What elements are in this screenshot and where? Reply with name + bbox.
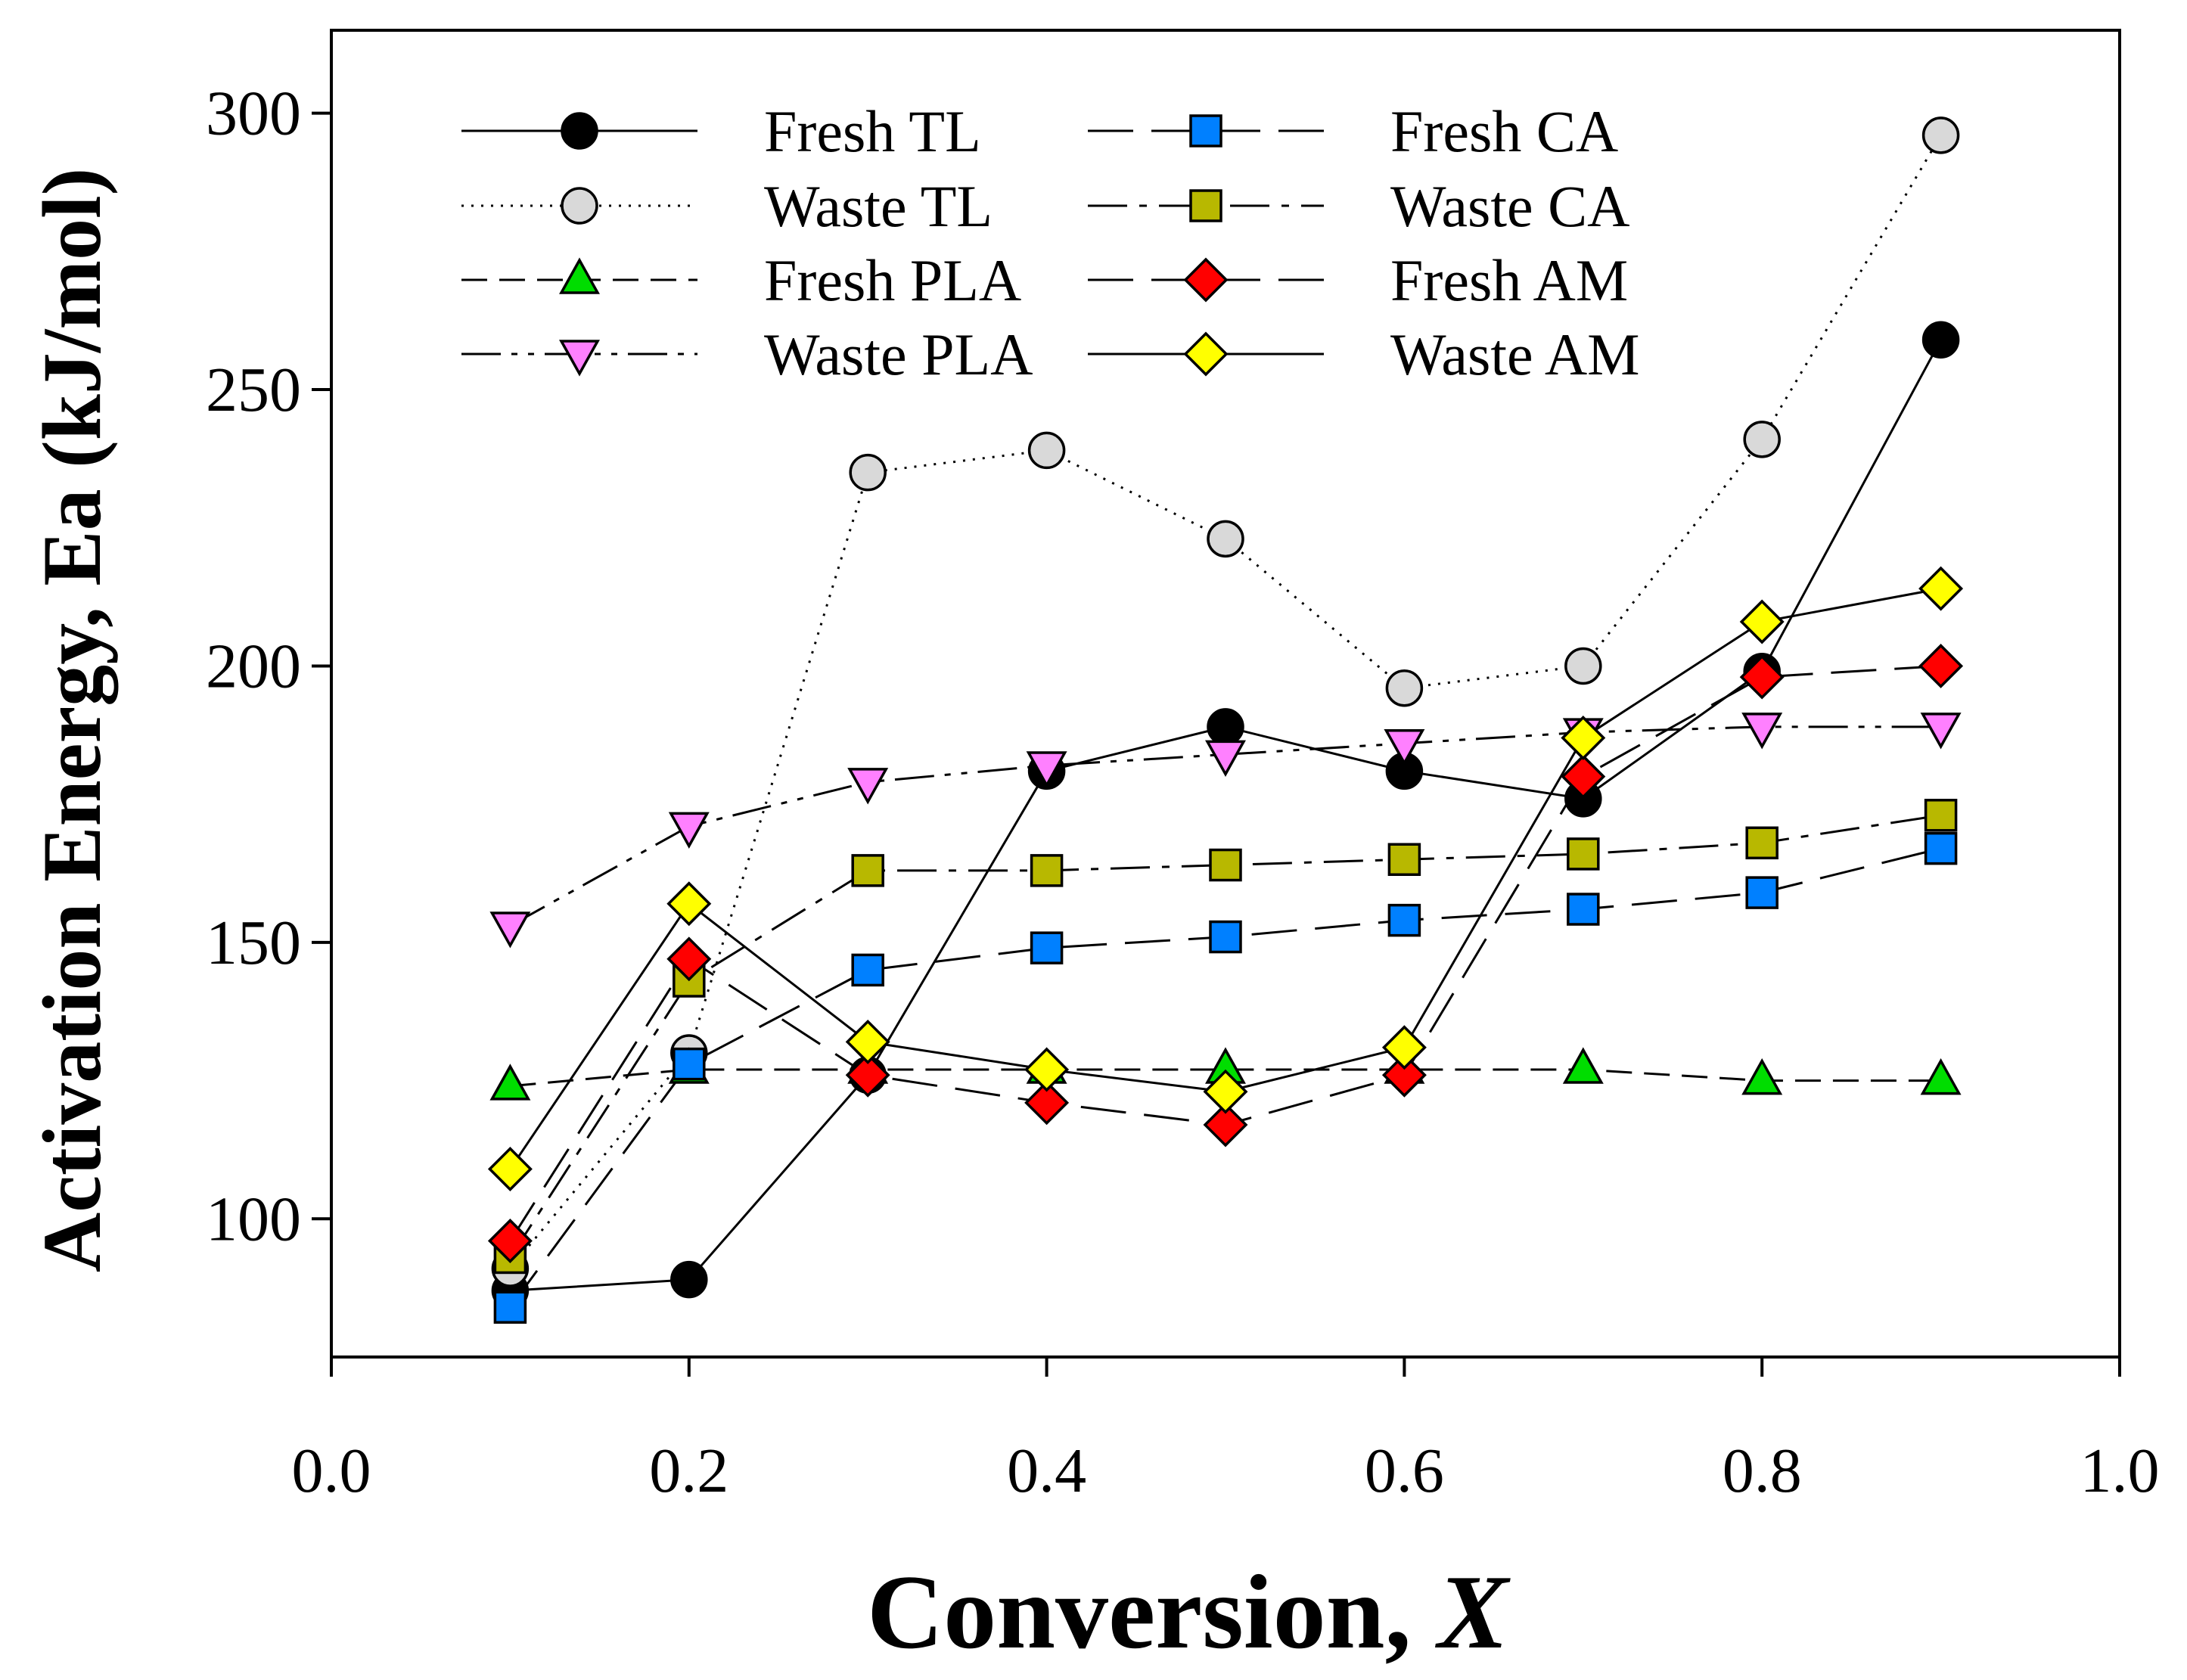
y-tick-label: 150 bbox=[206, 908, 301, 978]
data-point-fresh-tl bbox=[1207, 708, 1244, 746]
legend-label-fresh-ca: Fresh CA bbox=[1390, 98, 1618, 164]
data-point-waste-pla bbox=[1920, 713, 1962, 750]
series-markers bbox=[487, 116, 1964, 1324]
data-point-fresh-ca bbox=[493, 1290, 527, 1324]
data-point-waste-ca bbox=[1567, 837, 1600, 871]
data-point-waste-am bbox=[1918, 566, 1964, 611]
data-point-waste-am bbox=[1203, 1069, 1248, 1114]
legend-marker-fresh-ca bbox=[1189, 114, 1222, 148]
data-point-waste-ca bbox=[1030, 854, 1064, 887]
data-point-waste-ca bbox=[1387, 843, 1421, 876]
data-point-waste-pla bbox=[489, 911, 531, 949]
legend-marker-fresh-tl bbox=[561, 112, 598, 150]
data-point-fresh-tl bbox=[670, 1260, 708, 1299]
data-point-waste-pla bbox=[1741, 713, 1783, 750]
data-point-waste-ca bbox=[1924, 799, 1958, 832]
data-point-fresh-pla bbox=[1562, 1047, 1604, 1084]
x-tick-label: 1.0 bbox=[2080, 1436, 2160, 1506]
data-point-fresh-ca bbox=[851, 953, 884, 987]
data-point-waste-pla bbox=[668, 812, 710, 849]
data-point-waste-tl bbox=[1743, 421, 1781, 458]
data-point-waste-ca bbox=[851, 854, 884, 887]
data-point-fresh-ca bbox=[1387, 903, 1421, 937]
legend-marker-waste-ca bbox=[1189, 189, 1222, 222]
legend-label-waste-am: Waste AM bbox=[1390, 321, 1640, 387]
data-point-fresh-am bbox=[1739, 654, 1785, 700]
data-point-fresh-am bbox=[1918, 643, 1964, 688]
data-point-waste-am bbox=[845, 1019, 890, 1064]
data-point-fresh-am bbox=[1203, 1102, 1248, 1147]
y-tick-label: 300 bbox=[206, 79, 301, 149]
plot-frame bbox=[330, 29, 2121, 1359]
y-tick-label: 100 bbox=[206, 1184, 301, 1254]
data-point-fresh-pla bbox=[1741, 1057, 1783, 1095]
x-tick-label: 0.8 bbox=[1723, 1436, 1802, 1506]
series-line-fresh-pla bbox=[510, 1068, 1941, 1088]
series-line-fresh-tl bbox=[510, 339, 1942, 1292]
x-tick-label: 0.4 bbox=[1007, 1436, 1086, 1506]
data-point-fresh-tl bbox=[1921, 321, 1960, 359]
x-tick-label: 0.0 bbox=[292, 1436, 371, 1506]
data-point-waste-pla bbox=[1205, 740, 1246, 777]
data-point-fresh-ca bbox=[1209, 920, 1242, 954]
series-line-waste-ca bbox=[509, 814, 1941, 1259]
legend-marker-waste-pla bbox=[559, 340, 600, 377]
x-tick-label: 0.2 bbox=[649, 1436, 728, 1506]
data-point-waste-am bbox=[1739, 599, 1785, 644]
legend-marker-waste-tl bbox=[561, 187, 598, 225]
y-tick-label: 200 bbox=[206, 631, 301, 701]
data-point-waste-ca bbox=[1745, 826, 1778, 860]
legend-label-fresh-tl: Fresh TL bbox=[764, 98, 981, 164]
x-axis-ticks: 0.0 0.2 0.4 0.6 0.8 1.0 bbox=[292, 1357, 2160, 1506]
data-point-waste-tl bbox=[1385, 669, 1424, 707]
legend-marker-fresh-am bbox=[1183, 257, 1229, 303]
data-point-fresh-am bbox=[1381, 1052, 1427, 1098]
data-point-fresh-ca bbox=[1567, 893, 1600, 926]
data-point-waste-tl bbox=[1921, 116, 1960, 154]
data-point-fresh-am bbox=[487, 1219, 533, 1263]
data-point-waste-am bbox=[666, 881, 712, 927]
series-line-waste-tl bbox=[509, 135, 1942, 1270]
data-point-waste-am bbox=[1561, 715, 1606, 760]
data-point-waste-tl bbox=[849, 453, 887, 492]
series-line-waste-pla bbox=[509, 725, 1941, 927]
legend-label-waste-tl: Waste TL bbox=[764, 173, 993, 239]
data-point-waste-am bbox=[487, 1147, 533, 1191]
legend-label-waste-pla: Waste PLA bbox=[764, 321, 1033, 387]
legend-label-fresh-pla: Fresh PLA bbox=[764, 247, 1021, 313]
x-axis-title: Conversion, X bbox=[867, 1554, 1511, 1671]
x-axis-title-variable: X bbox=[1435, 1554, 1511, 1671]
data-point-fresh-am bbox=[1561, 754, 1606, 800]
data-point-waste-ca bbox=[1209, 848, 1242, 882]
data-point-waste-tl bbox=[1027, 431, 1066, 470]
legend-marker-waste-am bbox=[1183, 331, 1229, 377]
data-point-fresh-ca bbox=[673, 1047, 706, 1081]
data-point-fresh-am bbox=[1024, 1080, 1070, 1126]
x-tick-label: 0.6 bbox=[1365, 1436, 1444, 1506]
data-point-waste-tl bbox=[1564, 647, 1602, 685]
legend-label-waste-ca: Waste CA bbox=[1390, 173, 1630, 239]
data-point-fresh-pla bbox=[1920, 1057, 1962, 1095]
y-axis-ticks: 100 150 200 250 300 bbox=[206, 79, 331, 1254]
y-tick-label: 250 bbox=[206, 355, 301, 425]
data-point-fresh-am bbox=[845, 1052, 890, 1098]
y-axis-title: Activation Energy, Ea (kJ/mol) bbox=[26, 168, 118, 1273]
legend-label-fresh-am: Fresh AM bbox=[1390, 247, 1628, 313]
data-point-fresh-ca bbox=[1924, 831, 1958, 865]
legend-marker-fresh-pla bbox=[559, 257, 600, 294]
data-point-waste-am bbox=[1381, 1025, 1427, 1070]
data-point-fresh-am bbox=[666, 936, 712, 982]
data-point-waste-pla bbox=[1026, 751, 1067, 788]
data-point-fresh-ca bbox=[1030, 931, 1064, 964]
data-point-waste-tl bbox=[1207, 520, 1244, 558]
data-point-fresh-pla bbox=[489, 1064, 531, 1101]
legend: Fresh TL Waste TL Fresh PLA Waste PLA Fresh … bbox=[461, 98, 1640, 387]
x-axis-title-text: Conversion, bbox=[867, 1554, 1437, 1671]
data-point-waste-pla bbox=[847, 768, 889, 805]
data-point-waste-pla bbox=[1384, 729, 1425, 766]
data-point-waste-am bbox=[1024, 1047, 1070, 1092]
data-point-fresh-ca bbox=[1745, 876, 1778, 909]
